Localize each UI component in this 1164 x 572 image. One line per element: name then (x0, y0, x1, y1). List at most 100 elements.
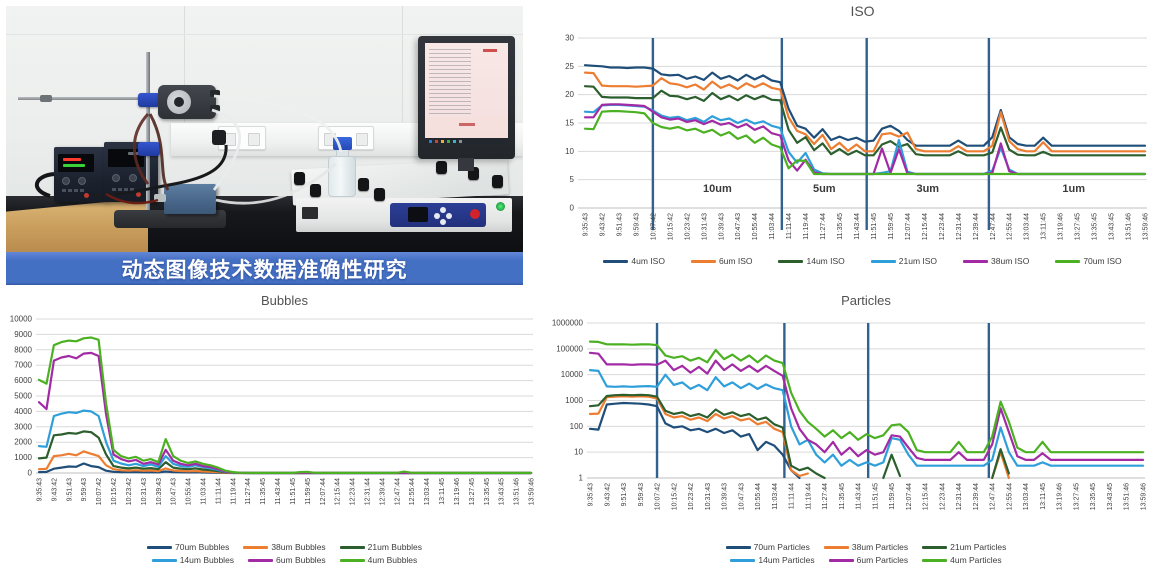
legend-row: 14um Particles 6um Particles 4um Particles (730, 555, 1002, 565)
x-axis-label: 13:19:46 (1057, 483, 1064, 510)
x-axis-label: 13:11:45 (1041, 213, 1048, 240)
power-led (496, 202, 505, 211)
region-label: 3um (916, 183, 939, 195)
x-axis-label: 9:51:43 (66, 478, 73, 501)
x-axis-label: 10:23:42 (126, 478, 133, 505)
x-axis-label: 9:43:42 (599, 213, 606, 236)
x-axis-label: 10:15:42 (667, 213, 674, 240)
series-line-38um-iso (583, 103, 1147, 176)
x-axis-label: 12:15:44 (335, 478, 342, 505)
psu-terminal-red (84, 193, 89, 198)
bottle-cap (333, 137, 352, 150)
region-label: 5um (813, 183, 836, 195)
x-axis-label: 10:31:43 (141, 478, 148, 505)
screen-taskbar (425, 138, 508, 144)
x-axis-label: 13:35:45 (1090, 483, 1097, 510)
y-axis-label: 2000 (14, 438, 32, 447)
clamp-knob (294, 172, 305, 185)
legend-line-swatch (248, 558, 274, 562)
x-axis-label: 11:43:44 (275, 478, 282, 505)
x-axis-label: 13:59:46 (1141, 483, 1148, 510)
legend-label: 38um Bubbles (271, 542, 326, 552)
legend-item: 6um Bubbles (248, 555, 326, 565)
legend-item: 21um Bubbles (339, 542, 422, 552)
clamp-knob (468, 167, 479, 180)
stand-rod (146, 52, 150, 218)
x-axis-label: 12:47:44 (394, 478, 401, 505)
legend-line-swatch (690, 259, 716, 263)
series-line-6um-particles (588, 351, 1145, 461)
y-axis-label: 1000 (14, 453, 32, 462)
x-axis-label: 13:43:45 (1107, 483, 1114, 510)
stand-clamp-top (138, 93, 160, 107)
x-axis-label: 12:23:44 (939, 483, 946, 510)
legend-label: 6um ISO (718, 256, 753, 266)
chart-title-iso: ISO (850, 3, 875, 19)
stand-cross-rod (18, 97, 148, 100)
x-axis-label: 12:47:44 (990, 483, 997, 510)
x-axis-label: 11:19:44 (230, 478, 237, 505)
wall-seam (402, 6, 403, 122)
x-axis-label: 9:51:43 (621, 483, 628, 506)
y-axis-label: 1 (579, 474, 584, 483)
legend-item: 14um Bubbles (151, 555, 234, 565)
x-axis-label: 10:39:43 (718, 213, 725, 240)
x-axis-label: 11:35:45 (837, 213, 844, 240)
legend-item: 38um Particles (823, 542, 908, 552)
shaker-button (440, 207, 446, 213)
rod-connector (40, 95, 52, 102)
legend-item: 70um ISO (1055, 256, 1122, 266)
legend-particles: 70um Particles 38um Particles 21um Particl… (587, 542, 1145, 565)
series-line-14um-particles (588, 368, 1145, 467)
y-axis-label: 20 (565, 90, 574, 99)
x-axis-label: 11:27:44 (820, 213, 827, 240)
x-axis-label: 13:35:45 (484, 478, 491, 505)
legend-line-swatch (151, 558, 177, 562)
x-axis-label: 11:35:45 (260, 478, 267, 505)
clamp-knob (358, 178, 369, 191)
legend-row: 4um ISO 6um ISO 14um ISO 21um ISO 38um ISO 70… (603, 256, 1122, 266)
legend-label: 70um Particles (753, 542, 810, 552)
x-axis-label: 10:39:43 (722, 483, 729, 510)
chart-title-bubbles: Bubbles (261, 293, 308, 308)
legend-row: 70um Bubbles 38um Bubbles 21um Bubbles (146, 542, 422, 552)
psu-display (58, 154, 94, 172)
stand-base (114, 210, 226, 228)
x-axis-label: 12:07:44 (906, 483, 913, 510)
x-axis-label: 12:23:44 (939, 213, 946, 240)
x-axis-label: 10:39:43 (156, 478, 163, 505)
legend-item: 38um Bubbles (243, 542, 326, 552)
legend-line-swatch (963, 259, 989, 263)
series-line-21um-iso (583, 103, 1147, 176)
legend-item: 4um Particles (922, 555, 1002, 565)
y-axis-label: 9000 (14, 330, 32, 339)
flow-cell-fitting (154, 194, 166, 202)
caption-text: 动态图像技术数据准确性研究 (121, 258, 408, 282)
legend-line-swatch (725, 545, 751, 549)
monitor-stand (458, 158, 474, 171)
x-axis-label: 11:51:45 (290, 478, 297, 505)
y-axis-label: 1000000 (552, 319, 584, 328)
x-axis-label: 12:07:44 (320, 478, 327, 505)
x-axis-label: 9:51:43 (616, 213, 623, 236)
y-axis-label: 100000 (556, 344, 583, 353)
legend-label: 6um Bubbles (276, 555, 326, 565)
screen-text-lines (429, 49, 471, 115)
power-supply-left (54, 147, 106, 202)
x-axis-label: 10:31:43 (701, 213, 708, 240)
x-axis-label: 9:43:42 (604, 483, 611, 506)
x-axis-label: 11:43:44 (854, 213, 861, 240)
legend-label: 4um Particles (950, 555, 1002, 565)
y-axis-label: 10 (565, 147, 574, 156)
x-axis-label: 13:19:46 (1058, 213, 1065, 240)
caption-banner: 动态图像技术数据准确性研究 (6, 252, 523, 285)
shaker-control-panel (390, 203, 486, 227)
x-axis-label: 11:59:45 (889, 483, 896, 510)
x-axis-label: 11:27:44 (245, 478, 252, 505)
y-axis-label: 5 (570, 175, 575, 184)
shaker-red-button (470, 209, 480, 219)
legend-item: 6um ISO (690, 256, 753, 266)
legend-line-swatch (339, 545, 365, 549)
legend-line-swatch (603, 259, 629, 263)
x-axis-label: 11:51:45 (871, 213, 878, 240)
